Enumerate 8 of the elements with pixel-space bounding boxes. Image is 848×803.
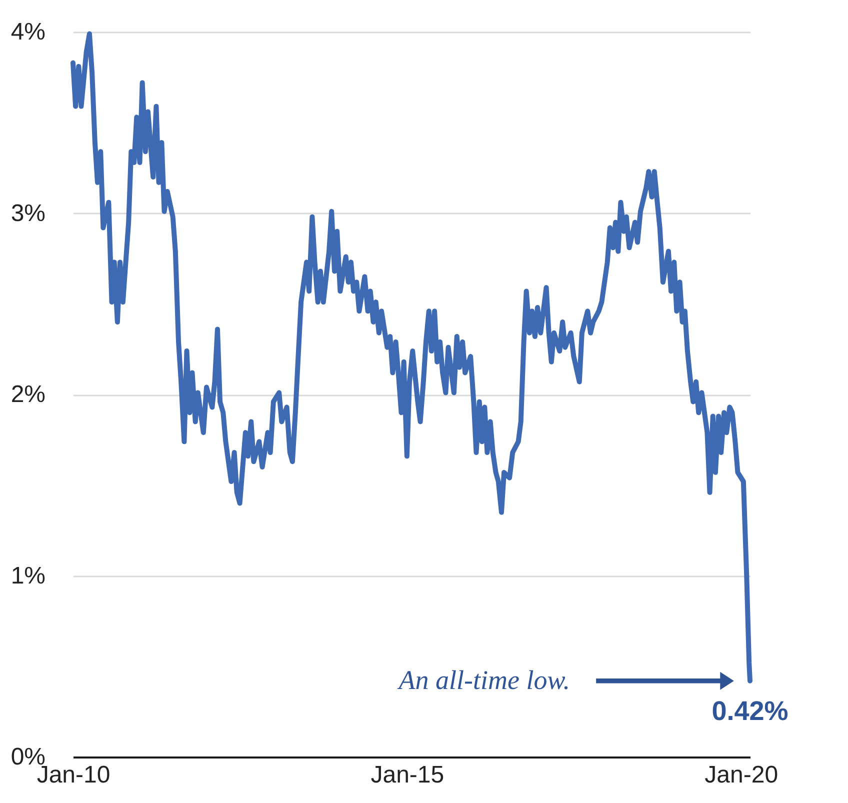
x-tick-label: Jan-20 [704, 762, 778, 788]
y-tick-label: 3% [10, 200, 46, 227]
x-tick-label: Jan-15 [370, 762, 444, 788]
y-tick-label: 4% [10, 18, 46, 46]
annotation: 0.42% [712, 696, 788, 726]
y-tick-label: 1% [10, 562, 46, 590]
y-tick-label: 2% [10, 381, 46, 408]
annotation: An all-time low. [396, 664, 570, 695]
